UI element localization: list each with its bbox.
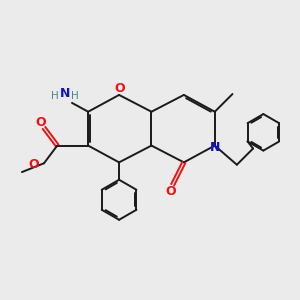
Text: H: H bbox=[71, 91, 79, 100]
Text: O: O bbox=[114, 82, 125, 95]
Text: O: O bbox=[165, 185, 175, 198]
Text: O: O bbox=[36, 116, 46, 129]
Text: H: H bbox=[51, 91, 59, 100]
Text: N: N bbox=[210, 141, 220, 154]
Text: O: O bbox=[28, 158, 39, 171]
Text: N: N bbox=[60, 87, 71, 100]
